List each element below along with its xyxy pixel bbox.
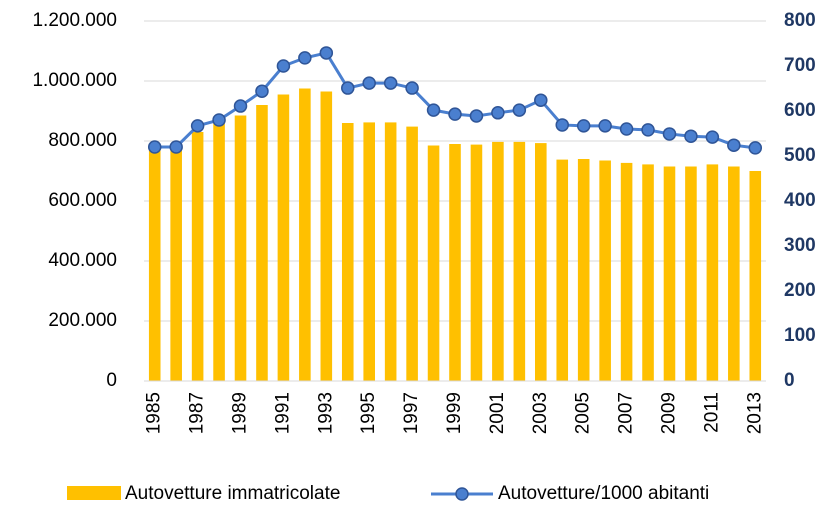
bar [577,159,590,381]
legend-marker [455,487,469,501]
bar [706,164,719,381]
x-tick-label: 2005 [573,392,594,434]
y2-tick-label: 600 [784,100,816,121]
x-tick-label: 1999 [444,392,465,434]
x-tick-label: 2003 [530,392,551,434]
line-marker [233,99,248,113]
bar [427,145,440,381]
bar [492,141,504,381]
line-marker [576,119,591,133]
line-marker [276,59,291,73]
x-tick-label: 1989 [230,392,251,434]
line-marker [512,103,527,117]
line-marker [212,113,226,127]
x-tick-label: 2009 [658,392,679,434]
bar [148,144,161,381]
bar [556,159,569,381]
bar [234,115,247,381]
line-marker [405,81,419,95]
bar [513,141,526,381]
bar [191,132,204,381]
line-marker [255,84,269,98]
bar [213,123,225,381]
y-tick-label: 200.000 [48,310,117,331]
y-tick-label: 1.200.000 [32,10,117,31]
bar [749,171,762,381]
line-marker [705,130,720,144]
line-marker [684,129,698,143]
y-tick-label: 800.000 [48,130,117,151]
x-tick-label: 2007 [616,392,637,434]
y2-tick-label: 800 [784,10,816,31]
bar [256,105,268,381]
line-marker [362,76,376,90]
bar [470,144,483,381]
legend-label: Autovetture immatricolate [125,483,340,504]
bar [535,143,547,381]
y2-tick-label: 0 [784,370,795,391]
line-marker [169,140,183,154]
bar [363,122,375,382]
line-marker [727,138,741,152]
line-marker [598,119,612,133]
x-tick-label: 2013 [744,392,765,434]
line-marker [341,81,355,95]
line-marker [619,122,634,136]
legend-label: Autovetture/1000 abitanti [498,483,709,504]
line-marker [534,93,548,107]
line-marker [662,127,677,141]
line-marker [147,140,162,154]
line-marker [426,103,441,117]
x-tick-label: 1985 [144,392,165,434]
y-tick-label: 400.000 [48,250,117,271]
y-tick-label: 1.000.000 [32,70,117,91]
x-tick-label: 1991 [272,392,293,434]
line-marker [298,51,312,65]
line-marker [190,119,205,133]
x-tick-label: 2011 [701,392,722,433]
bar [449,144,461,381]
line-marker [748,141,763,155]
x-tick-label: 1993 [315,392,336,434]
line-marker [641,123,655,137]
bar [663,166,676,381]
bar [599,160,611,381]
line-marker [491,106,505,120]
y2-tick-label: 700 [784,55,816,76]
line-marker [448,107,462,121]
bar [384,122,397,382]
line-marker [319,46,334,60]
legend-swatch [67,486,121,500]
line-marker [383,76,398,90]
bar [170,144,182,381]
bar [299,88,311,381]
bar [277,94,290,381]
bar [620,162,633,381]
y2-tick-label: 200 [784,280,816,301]
bar [728,166,740,381]
line-marker [555,118,569,132]
y2-tick-label: 100 [784,325,816,346]
y-tick-label: 600.000 [48,190,117,211]
y-tick-label: 0 [106,370,117,391]
x-tick-label: 2001 [487,392,508,434]
y2-tick-label: 400 [784,190,816,211]
bar [320,91,333,381]
bar [406,126,418,381]
y2-tick-label: 300 [784,235,816,256]
x-tick-label: 1995 [358,392,379,434]
x-tick-label: 1987 [187,392,208,434]
x-tick-label: 1997 [401,392,422,434]
bar [642,164,654,381]
bar [685,166,697,381]
line-marker [469,109,484,123]
y2-tick-label: 500 [784,145,816,166]
bar [341,123,354,381]
